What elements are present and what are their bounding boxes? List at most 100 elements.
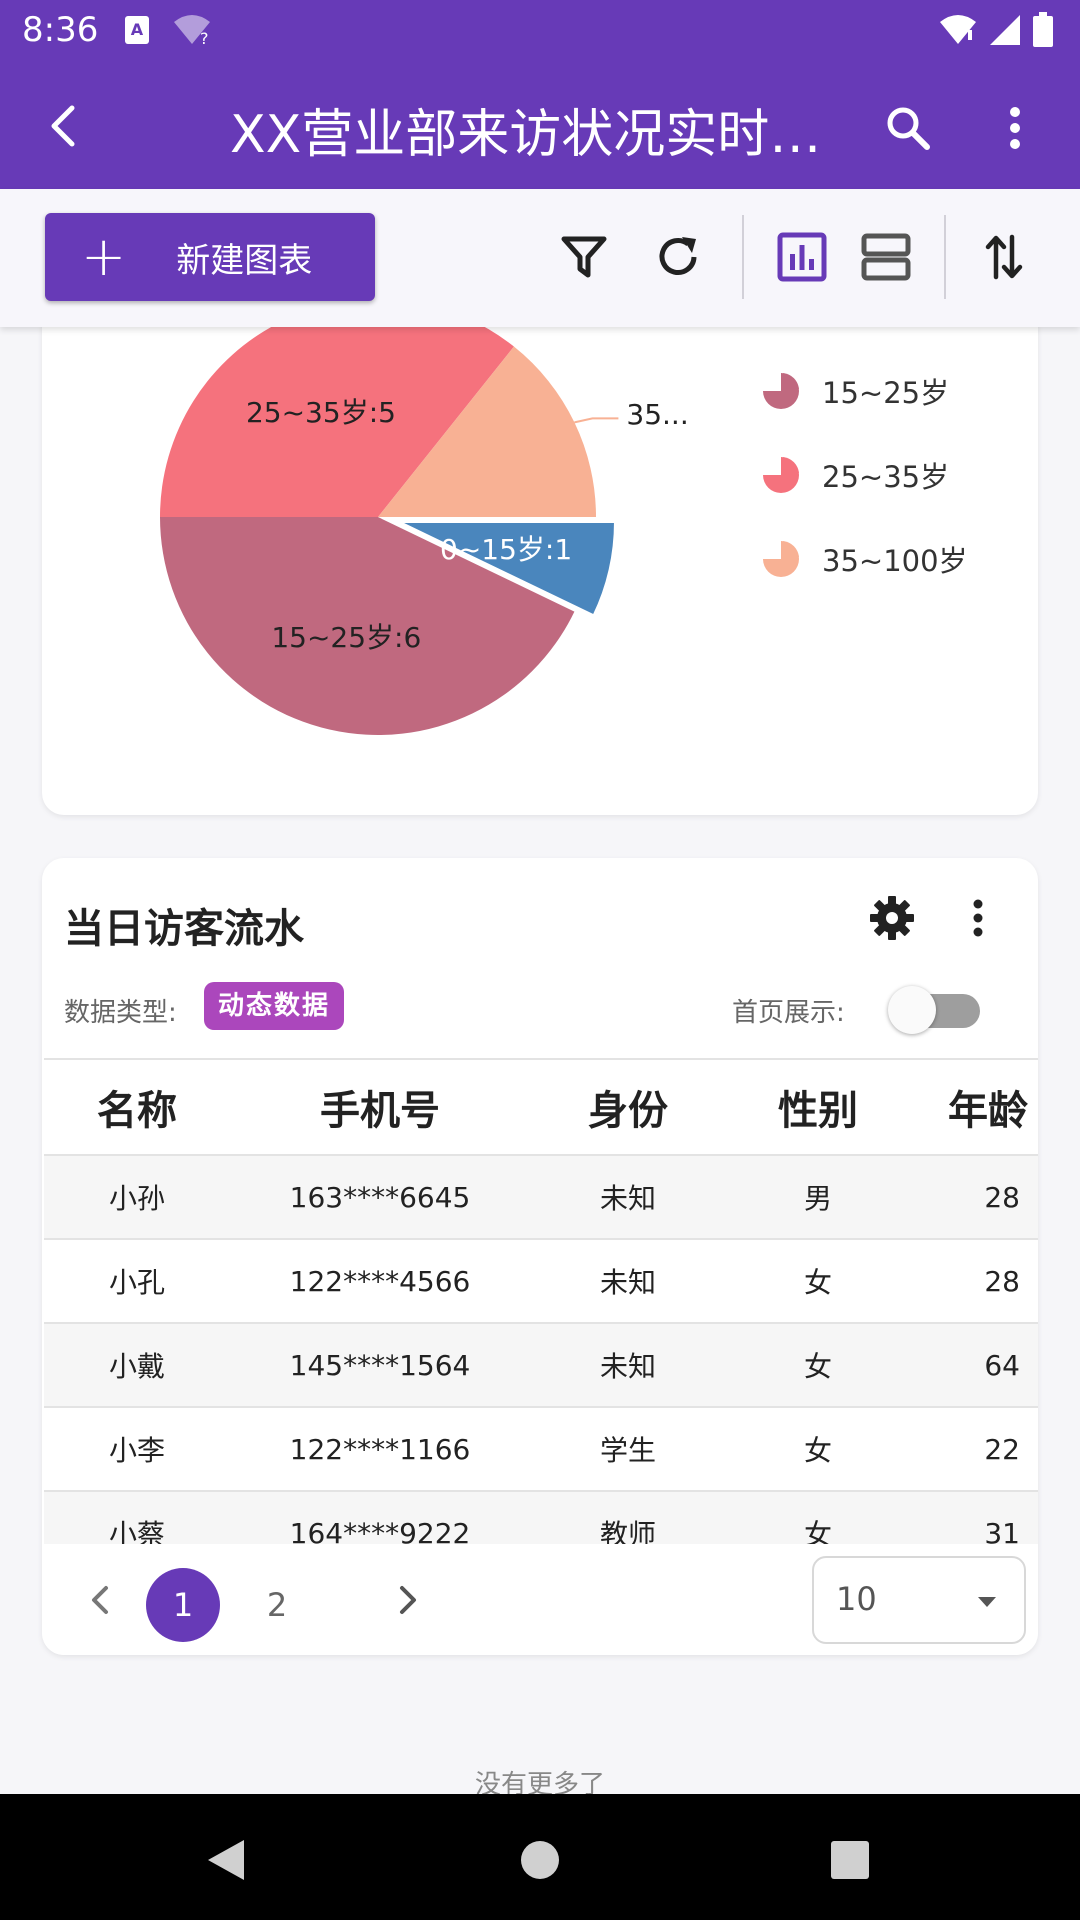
table-cell: 小李 — [108, 1434, 165, 1467]
list-view-icon — [861, 233, 911, 281]
pie-slice[interactable] — [160, 517, 575, 735]
nav-home-icon — [521, 1841, 559, 1879]
page-number-button[interactable]: 2 — [266, 1586, 288, 1624]
table-cell: 小孙 — [108, 1182, 165, 1215]
nav-home-button[interactable] — [510, 1830, 570, 1890]
table-cell: 小戴 — [108, 1350, 165, 1383]
svg-text:?: ? — [200, 29, 209, 46]
table-cell: 164****9222 — [289, 1516, 471, 1545]
search-icon — [887, 107, 930, 150]
pie-slice[interactable] — [160, 298, 514, 517]
table-cell: 女 — [803, 1518, 832, 1544]
table-cell: 163****6645 — [289, 1180, 471, 1214]
pie-chart — [160, 298, 619, 735]
chevron-right-icon — [400, 1586, 416, 1614]
status-time: 8:36 — [22, 10, 99, 50]
status-left-icons: A ? — [124, 14, 212, 50]
system-nav-bar — [0, 1794, 1080, 1920]
table-cell: 未知 — [599, 1182, 656, 1215]
table-cell: 28 — [984, 1264, 1020, 1298]
app-bar: XX营业部来访状况实时… — [0, 62, 1080, 189]
page-size-value: 10 — [836, 1580, 877, 1618]
legend-label: 15~25岁 — [822, 376, 950, 410]
table-row[interactable]: 小李 122****1166 学生 女 22 — [44, 1408, 1038, 1492]
table-cell: 122****1166 — [289, 1432, 471, 1466]
data-type-label: 数据类型: — [64, 998, 177, 1028]
page-number-button[interactable]: 1 — [146, 1568, 220, 1642]
table-cell: 31 — [984, 1516, 1020, 1545]
nav-recents-icon — [831, 1841, 869, 1879]
svg-text:A: A — [131, 20, 144, 39]
table-cell: 未知 — [599, 1266, 656, 1299]
pie-leader-line — [574, 417, 619, 424]
status-bar: 8:36 A ? — [0, 0, 1080, 62]
card-title: 当日访客流水 — [64, 906, 304, 952]
table-cell: 小孔 — [108, 1266, 165, 1299]
prev-page-button[interactable] — [70, 1570, 130, 1630]
column-header[interactable]: 名称 — [97, 1088, 177, 1134]
home-display-label: 首页展示: — [732, 998, 845, 1028]
pie-slice[interactable] — [396, 519, 617, 619]
home-display-toggle[interactable] — [888, 984, 984, 1034]
table-row[interactable]: 小蔡 164****9222 教师 女 31 — [44, 1492, 1038, 1544]
nav-recents-button[interactable] — [820, 1830, 880, 1890]
sort-button[interactable] — [974, 227, 1034, 287]
legend-label: 25~35岁 — [822, 460, 950, 494]
column-header[interactable]: 年龄 — [948, 1088, 1028, 1134]
chart-view-button[interactable] — [772, 227, 832, 287]
back-button[interactable] — [36, 98, 92, 154]
sort-icon — [985, 234, 1023, 280]
column-header[interactable]: 手机号 — [320, 1088, 440, 1134]
plus-icon: + — [81, 225, 127, 288]
legend-item[interactable]: 35~100岁 — [762, 538, 968, 580]
filter-icon — [561, 236, 607, 278]
page-title: XX营业部来访状况实时… — [230, 105, 822, 165]
table-cell: 64 — [984, 1348, 1020, 1382]
battery-icon — [1032, 12, 1054, 52]
status-right-icons — [938, 12, 1054, 52]
back-arrow-icon — [51, 105, 75, 147]
caret-down-icon — [976, 1594, 998, 1613]
more-vert-icon — [1010, 107, 1020, 149]
table-row[interactable]: 小孙 163****6645 未知 男 28 — [44, 1156, 1038, 1240]
page-size-select[interactable]: 10 — [812, 1556, 1026, 1644]
data-type-badge: 动态数据 — [204, 982, 345, 1030]
column-header[interactable]: 身份 — [588, 1088, 668, 1134]
pie-legend-icon — [763, 541, 799, 577]
pie-legend-icon — [763, 457, 799, 493]
table-row[interactable]: 小孔 122****4566 未知 女 28 — [44, 1240, 1038, 1324]
visitor-table[interactable]: 名称 手机号 身份 性别 年龄 小孙 163****6645 未知 男 28 小… — [44, 1058, 1038, 1544]
signal-icon — [988, 13, 1022, 51]
nav-back-button[interactable] — [196, 1830, 256, 1890]
legend-label: 35~100岁 — [822, 544, 968, 578]
pie-slice[interactable] — [378, 346, 596, 517]
pie-legend-icon — [763, 373, 799, 409]
text-a-icon: A — [124, 15, 150, 49]
card-more-button[interactable] — [958, 888, 998, 948]
column-header[interactable]: 性别 — [778, 1088, 858, 1134]
nav-back-icon — [208, 1840, 244, 1880]
table-cell: 教师 — [599, 1518, 656, 1544]
pie-chart-card: 0~15岁:115~25岁:625~35岁:535... 0~15岁15~25岁… — [42, 270, 1038, 815]
search-button[interactable] — [878, 98, 938, 158]
wifi-icon — [938, 14, 978, 50]
table-row[interactable]: 小戴 145****1564 未知 女 64 — [44, 1324, 1038, 1408]
wifi-question-icon: ? — [172, 14, 212, 50]
table-cell: 未知 — [599, 1350, 656, 1383]
filter-button[interactable] — [554, 227, 614, 287]
legend-item[interactable]: 15~25岁 — [762, 370, 949, 412]
table-header: 名称 手机号 身份 性别 年龄 — [44, 1060, 1038, 1156]
list-view-button[interactable] — [856, 227, 916, 287]
more-button[interactable] — [990, 98, 1040, 158]
legend-item[interactable]: 25~35岁 — [762, 454, 949, 496]
next-page-button[interactable] — [378, 1570, 438, 1630]
refresh-icon — [659, 237, 697, 275]
toolbar: + 新建图表 — [0, 189, 1080, 327]
card-settings-button[interactable] — [862, 888, 922, 948]
table-cell: 22 — [984, 1432, 1020, 1466]
table-cell: 男 — [803, 1182, 832, 1215]
new-chart-button[interactable]: + 新建图表 — [45, 213, 375, 301]
table-cell: 145****1564 — [289, 1348, 471, 1382]
pie-slice-label: 35... — [626, 398, 689, 432]
refresh-button[interactable] — [648, 227, 708, 287]
